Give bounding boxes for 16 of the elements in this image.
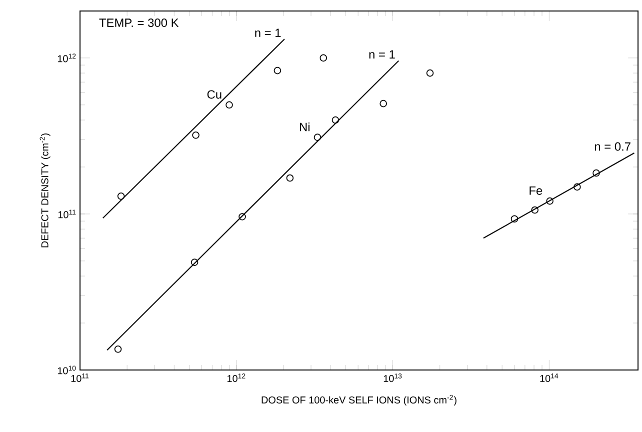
y-tick-label: 10$^{12}$ bbox=[58, 54, 76, 62]
series-label: Ni bbox=[300, 122, 310, 132]
x-tick-label: 10$^{12}$ bbox=[228, 374, 246, 382]
y-axis-title: DEFECT DENSITY (cm$^{-2}$) bbox=[40, 134, 50, 248]
annotation: n = 1 bbox=[369, 50, 395, 59]
x-tick-label: 10$^{14}$ bbox=[540, 374, 558, 382]
series-label: Fe bbox=[530, 186, 542, 195]
series-label: Cu bbox=[207, 90, 222, 99]
x-axis-title: DOSE OF 100-keV SELF IONS (IONS cm$^{-2}$) bbox=[262, 394, 456, 406]
annotation: n = 0.7 bbox=[594, 142, 630, 151]
annotation: n = 1 bbox=[255, 28, 281, 37]
x-tick-label: 10$^{11}$ bbox=[71, 374, 89, 382]
y-tick-label: 10$^{11}$ bbox=[58, 210, 76, 218]
annotation: TEMP. = 300 K bbox=[99, 18, 179, 28]
x-tick-label: 10$^{13}$ bbox=[384, 374, 402, 382]
y-tick-label: 10$^{10}$ bbox=[58, 366, 76, 374]
